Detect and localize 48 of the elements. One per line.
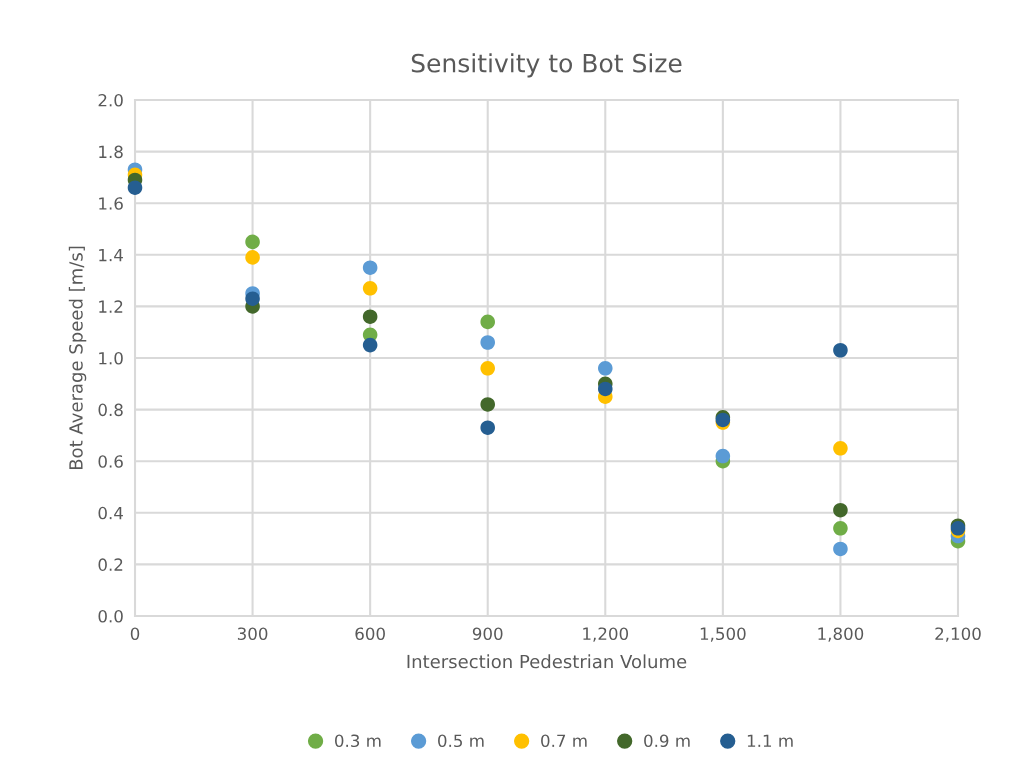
chart-title: Sensitivity to Bot Size: [411, 53, 682, 78]
y-tick-label: 1.6: [99, 197, 123, 210]
point: [480, 335, 495, 350]
point: [833, 502, 848, 518]
point: [245, 234, 260, 250]
point: [362, 337, 378, 353]
y-tick-label: 0.2: [98, 558, 123, 571]
y-tick-label: 1.4: [99, 248, 123, 262]
y-axis-title: Bot Average Speed [m/s]: [68, 246, 87, 470]
point: [833, 441, 848, 456]
y-tick-label: 1.0: [99, 351, 123, 365]
point: [480, 397, 495, 412]
y-tick-label: 0.6: [98, 455, 123, 468]
point: [127, 180, 143, 195]
y-tick-label: 2.0: [98, 93, 123, 107]
point: [833, 342, 848, 358]
legend-label: 0.5 m: [438, 734, 484, 748]
x-tick-label: 1,800: [818, 627, 864, 642]
x-tick-label: 1,500: [700, 627, 746, 642]
legend-label: 0.7 m: [541, 734, 587, 748]
point: [833, 541, 848, 557]
legend-label: 1.1 m: [747, 734, 793, 747]
point: [362, 260, 378, 275]
y-tick-label: 0.8: [98, 403, 123, 417]
x-tick-label: 600: [355, 627, 385, 641]
point: [362, 281, 378, 296]
point: [480, 420, 495, 435]
x-tick-label: 2,100: [935, 627, 981, 642]
y-tick-label: 0.0: [98, 609, 123, 623]
y-tick-label: 1.2: [99, 300, 123, 313]
x-tick-label: 300: [237, 627, 268, 641]
x-tick-label: 900: [472, 627, 503, 641]
point: [833, 521, 848, 536]
point: [245, 291, 260, 306]
x-tick-label: 1,200: [583, 627, 629, 642]
x-tick-label: 0: [130, 627, 140, 641]
point: [480, 314, 495, 330]
point: [598, 361, 613, 376]
legend-label: 0.9 m: [644, 734, 690, 748]
point: [715, 448, 731, 464]
y-tick-label: 0.4: [98, 506, 123, 520]
point: [362, 309, 378, 324]
point: [598, 381, 613, 397]
point: [245, 250, 260, 265]
y-tick-label: 1.8: [99, 145, 123, 159]
legend-label: 0.3 m: [335, 734, 381, 748]
x-axis-title: Intersection Pedestrian Volume: [407, 654, 687, 669]
point: [480, 361, 495, 376]
